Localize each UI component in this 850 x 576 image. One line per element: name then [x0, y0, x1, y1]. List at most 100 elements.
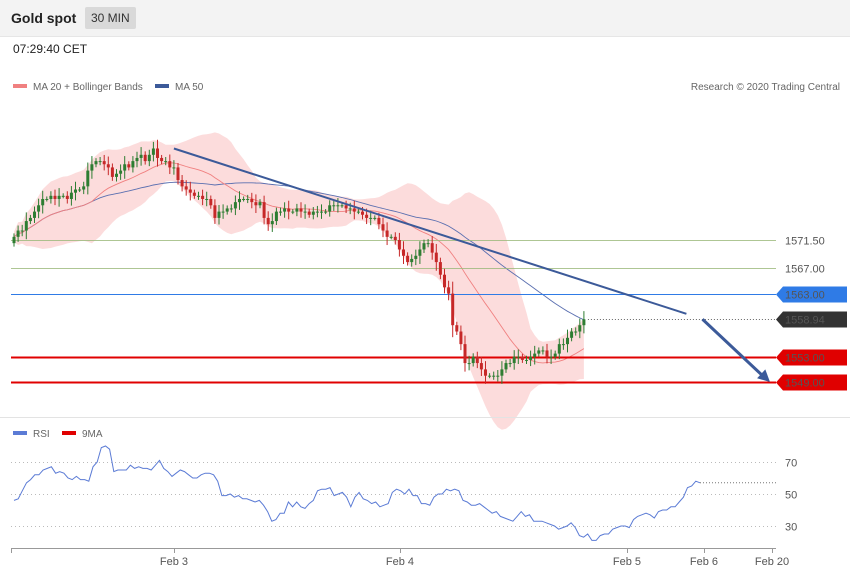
candle-127 [533, 345, 537, 365]
candle-0 [12, 233, 16, 247]
chart-header: Gold spot 30 MIN [0, 0, 850, 37]
candle-131 [549, 349, 553, 365]
candle-88 [373, 215, 377, 221]
candle-87 [369, 210, 373, 226]
candle-16 [78, 186, 82, 193]
candle-31 [139, 147, 143, 166]
projection-arrowhead [757, 369, 770, 382]
candle-70 [299, 202, 303, 218]
candle-64 [274, 207, 278, 226]
candle-58 [250, 192, 254, 209]
candle-67 [287, 200, 291, 220]
candle-8 [45, 196, 49, 202]
candle-15 [74, 181, 77, 201]
candle-56 [242, 196, 246, 202]
trendline [173, 147, 687, 315]
legend-label-ma20: MA 20 + Bollinger Bands [33, 82, 143, 93]
candle-129 [541, 346, 545, 355]
candle-118 [496, 370, 500, 382]
candle-91 [385, 222, 389, 246]
rsi-grid: 70 50 30 [11, 458, 797, 534]
candle-116 [488, 373, 492, 379]
candle-93 [393, 232, 397, 245]
candle-27 [123, 156, 127, 179]
candle-19 [90, 156, 94, 179]
candle-92 [389, 234, 393, 240]
instrument-title: Gold spot [11, 10, 77, 26]
time-tick-label-1: Feb 4 [386, 556, 414, 568]
candle-117 [492, 371, 496, 380]
candle-49 [213, 199, 217, 224]
candle-121 [508, 358, 512, 368]
candle-12 [61, 193, 65, 199]
candle-55 [238, 191, 241, 210]
candle-111 [467, 355, 471, 371]
legend-swatch-9ma [62, 431, 76, 435]
candle-59 [254, 194, 258, 214]
candle-32 [143, 151, 147, 165]
candle-108 [455, 321, 459, 335]
candle-36 [160, 154, 164, 165]
candle-65 [279, 207, 282, 216]
candle-45 [197, 191, 200, 200]
candle-119 [500, 361, 504, 384]
candle-10 [53, 189, 57, 206]
rsi-tick-0: 70 [785, 458, 797, 470]
legend-label-ma50: MA 50 [175, 82, 204, 93]
candle-22 [102, 154, 106, 171]
candle-100 [422, 239, 426, 253]
candle-104 [438, 257, 442, 280]
candle-33 [147, 149, 151, 167]
level-lines [11, 240, 776, 384]
candle-40 [176, 163, 180, 185]
candle-74 [315, 205, 319, 218]
time-tick-label-2: Feb 5 [613, 556, 641, 568]
candle-5 [33, 206, 36, 223]
ma20-line [13, 162, 585, 364]
candle-41 [180, 174, 184, 192]
candle-11 [57, 188, 61, 207]
candle-77 [328, 200, 332, 217]
candle-4 [28, 214, 32, 225]
candle-96 [406, 252, 410, 266]
candle-39 [172, 160, 176, 175]
candle-24 [110, 163, 114, 181]
legend-swatch-rsi [13, 431, 27, 435]
candle-133 [557, 338, 561, 360]
level-label-2: 1563.00 [785, 290, 825, 302]
candle-125 [525, 355, 528, 365]
level-tag-3 [776, 311, 847, 328]
candle-126 [529, 350, 533, 367]
candle-48 [209, 195, 213, 209]
candle-21 [98, 157, 102, 166]
candle-134 [561, 338, 565, 350]
credit-text: Research © 2020 Trading Central [691, 82, 840, 93]
candle-44 [192, 189, 196, 199]
candle-115 [484, 361, 487, 384]
candle-60 [258, 199, 262, 209]
candle-53 [229, 204, 233, 213]
candle-28 [127, 161, 131, 171]
candle-69 [295, 203, 299, 217]
time-tick-label-3: Feb 6 [690, 556, 718, 568]
rsi-tick-1: 50 [785, 490, 797, 502]
level-tags: 1571.50 1567.00 1563.00 1558.94 1553.00 1549.… [776, 236, 847, 391]
candle-50 [217, 204, 221, 225]
candle-128 [537, 347, 541, 357]
candle-38 [168, 154, 172, 175]
candle-73 [311, 207, 315, 220]
candle-20 [94, 158, 98, 168]
rsi-line [13, 445, 701, 541]
candle-132 [553, 350, 557, 360]
candle-46 [201, 189, 205, 206]
timeframe-badge[interactable]: 30 MIN [85, 7, 136, 29]
candle-42 [184, 180, 188, 196]
level-label-0: 1571.50 [785, 236, 825, 248]
candle-102 [430, 236, 434, 260]
candle-109 [459, 325, 463, 351]
candle-6 [37, 198, 41, 219]
candle-17 [82, 181, 86, 195]
candle-114 [479, 356, 483, 377]
candle-47 [205, 191, 209, 207]
